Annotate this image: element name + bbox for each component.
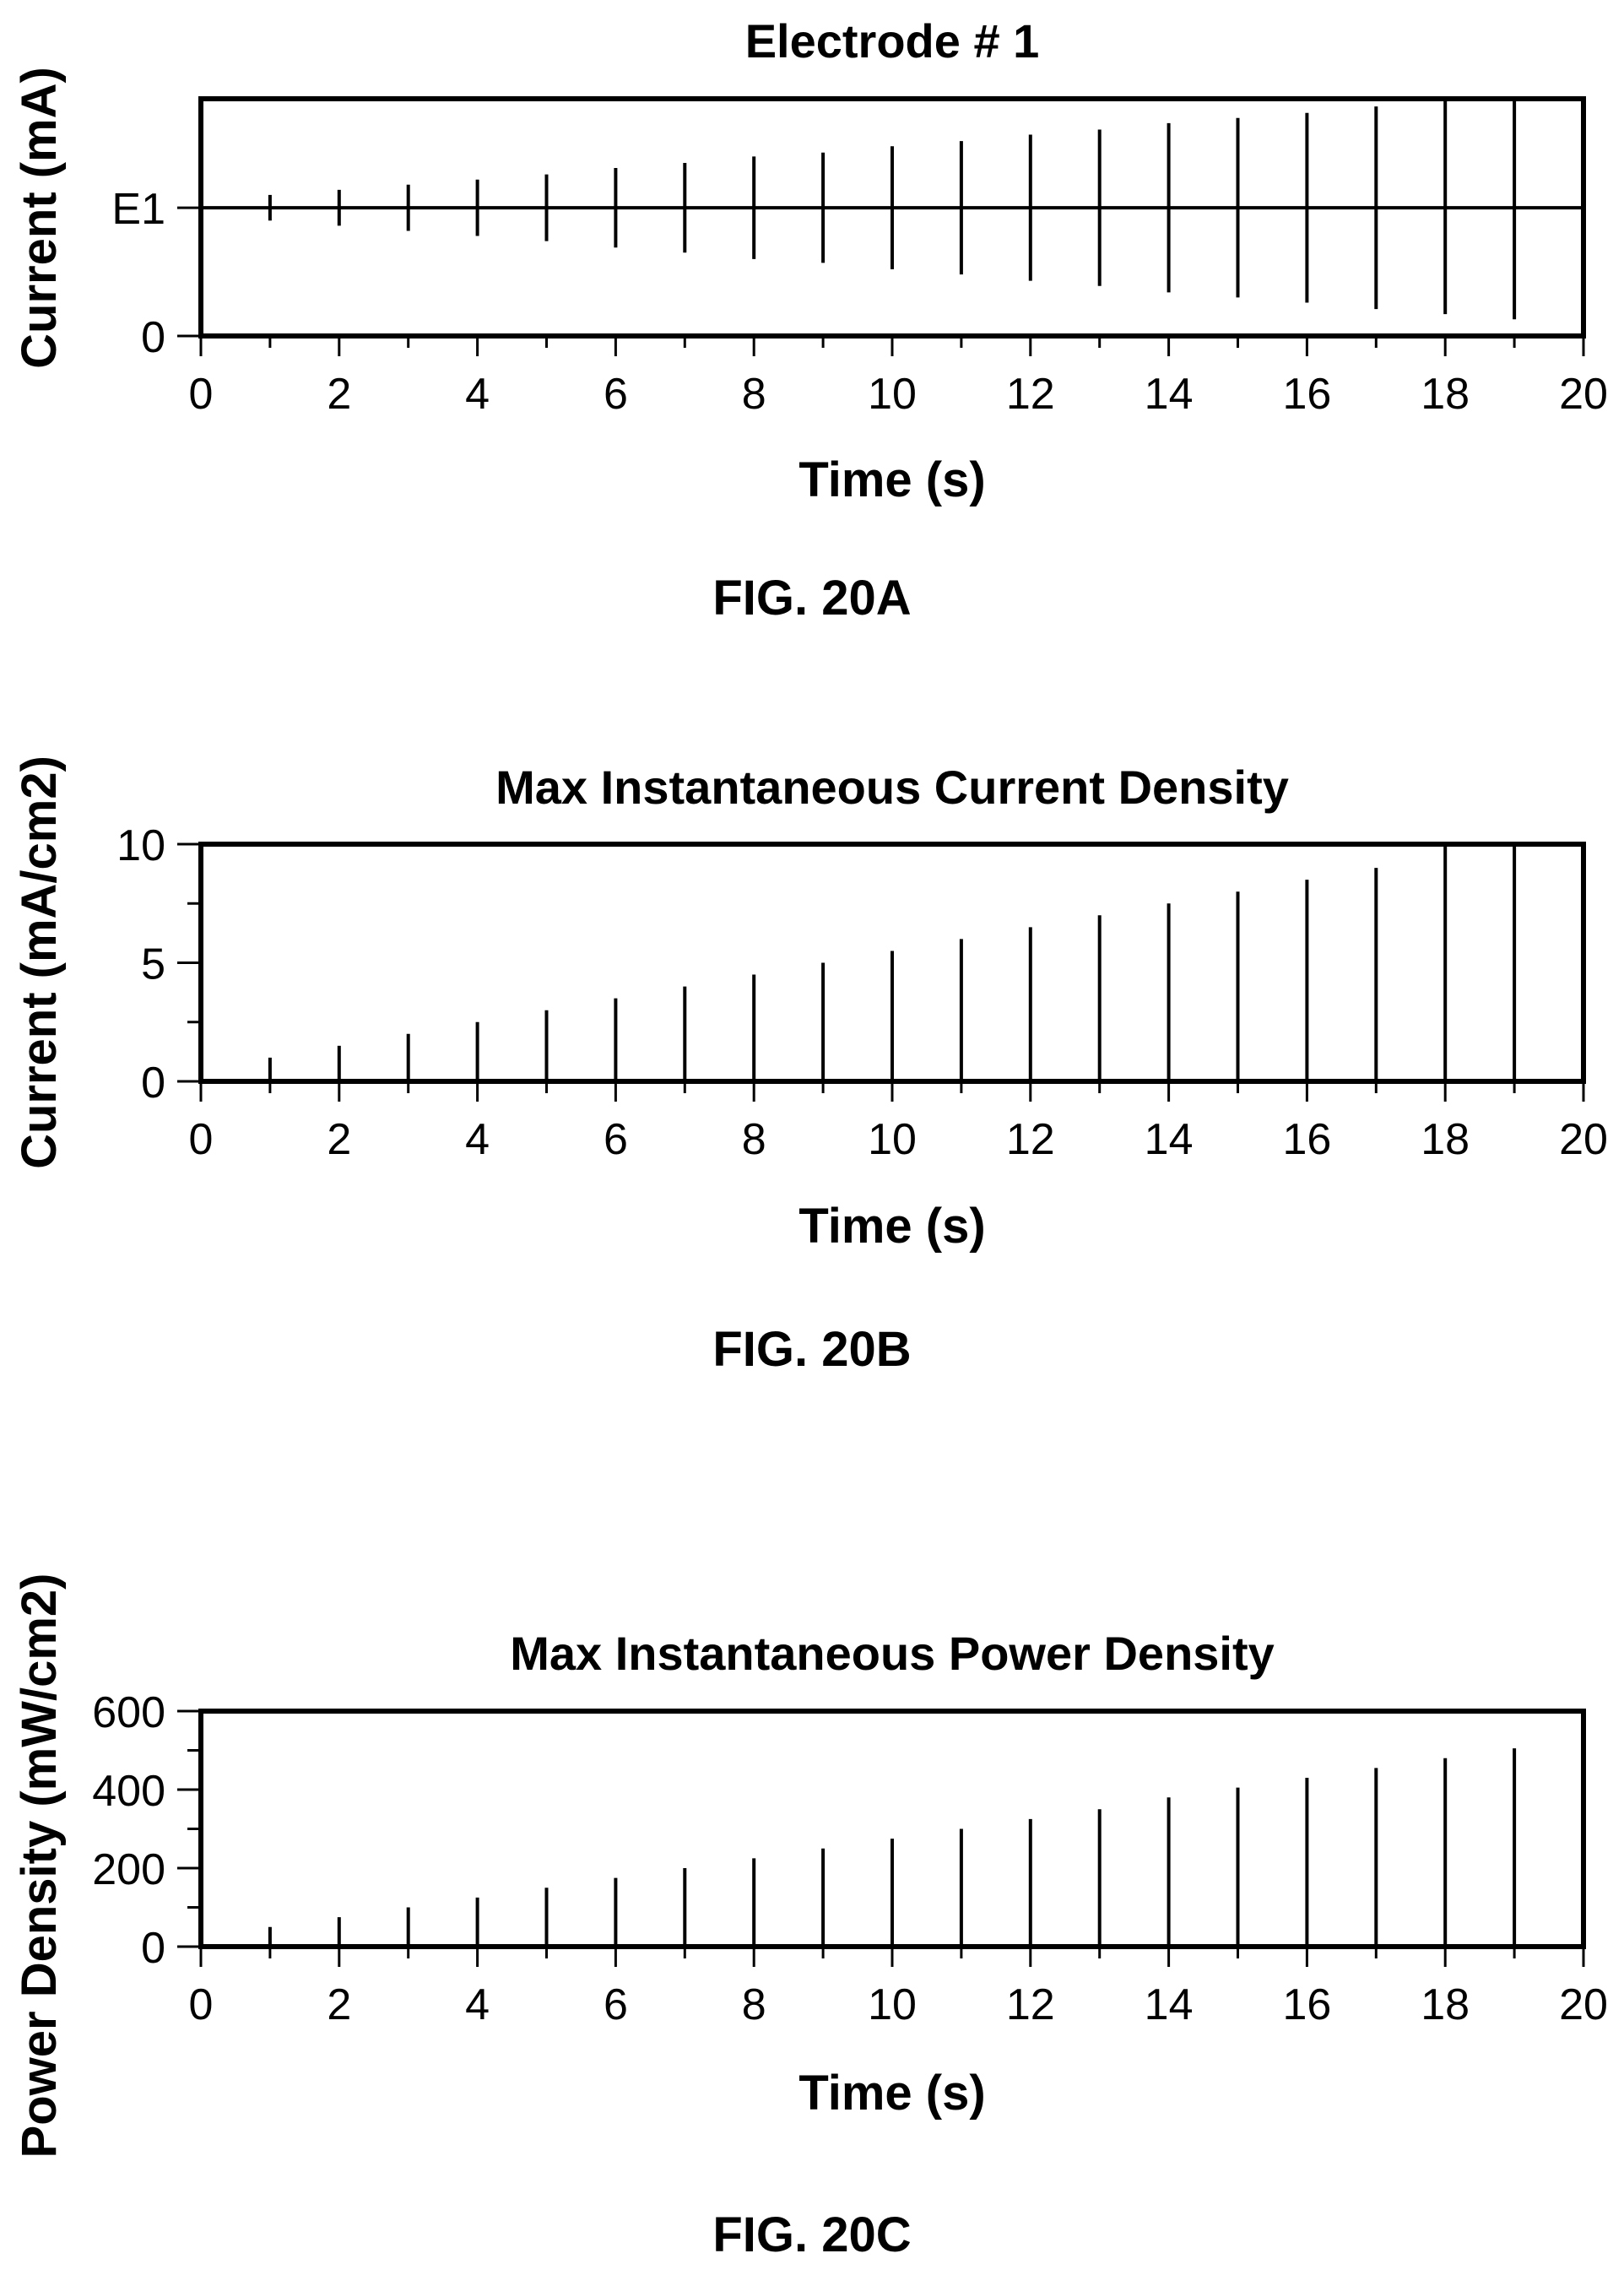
x-tick-label: 2	[327, 1980, 351, 2029]
figure-caption: FIG. 20A	[712, 571, 911, 626]
x-tick-label: 18	[1421, 370, 1470, 419]
chart-20b: Max Instantaneous Current Density 0 2 4 6 8 10…	[12, 756, 1608, 1377]
x-axis-label: Time (s)	[798, 452, 985, 507]
figure-caption: FIG. 20B	[712, 1322, 911, 1377]
y-tick-label: E1	[111, 185, 165, 234]
x-tick-label: 2	[327, 370, 351, 419]
x-tick-label: 18	[1421, 1980, 1470, 2029]
x-tick-label: 16	[1282, 370, 1331, 419]
y-tick-label: 0	[141, 1924, 165, 1973]
figure-caption: FIG. 20C	[712, 2207, 911, 2262]
x-tick-label: 8	[742, 1115, 766, 1164]
x-tick-label: 16	[1282, 1115, 1331, 1164]
x-tick-label: 10	[868, 1115, 917, 1164]
x-tick-label: 18	[1421, 1115, 1470, 1164]
chart-20c: Max Instantaneous Power Density 0 2 4 6 8 10 12…	[12, 1574, 1608, 2262]
x-axis-label: Time (s)	[798, 2066, 985, 2121]
y-tick-label: 600	[92, 1688, 165, 1737]
x-tick-label: 12	[1006, 370, 1055, 419]
x-axis-label: Time (s)	[798, 1199, 985, 1254]
chart-20a: Electrode # 1 0 2 4 6 8 10 12 14 16 18 20 0 E1 Time (s…	[12, 14, 1608, 626]
x-tick-label: 0	[189, 370, 214, 419]
x-tick-label: 20	[1559, 1115, 1608, 1164]
x-tick-label: 0	[189, 1980, 214, 2029]
x-tick-label: 14	[1145, 1115, 1194, 1164]
x-tick-label: 20	[1559, 1980, 1608, 2029]
x-tick-label: 6	[604, 1115, 628, 1164]
y-axis-label: Current (mA)	[12, 67, 67, 369]
y-tick-label: 10	[116, 821, 165, 870]
y-tick-label: 5	[141, 940, 165, 989]
x-tick-label: 8	[742, 1980, 766, 2029]
y-tick-label: 0	[141, 313, 165, 362]
x-tick-label: 14	[1145, 370, 1194, 419]
x-tick-label: 4	[465, 370, 490, 419]
x-tick-label: 10	[868, 1980, 917, 2029]
y-axis-label: Current (mA/cm2)	[12, 756, 67, 1169]
chart-title: Max Instantaneous Power Density	[510, 1627, 1275, 1680]
x-tick-label: 6	[604, 370, 628, 419]
x-tick-label: 10	[868, 370, 917, 419]
x-tick-label: 8	[742, 370, 766, 419]
y-axis-label: Power Density (mW/cm2)	[12, 1574, 67, 2159]
chart-title: Electrode # 1	[745, 14, 1040, 68]
x-tick-label: 0	[189, 1115, 214, 1164]
x-tick-label: 20	[1559, 370, 1608, 419]
x-tick-label: 2	[327, 1115, 351, 1164]
x-tick-label: 14	[1145, 1980, 1194, 2029]
x-tick-label: 16	[1282, 1980, 1331, 2029]
chart-title: Max Instantaneous Current Density	[495, 761, 1289, 814]
x-tick-label: 4	[465, 1980, 490, 2029]
x-tick-label: 6	[604, 1980, 628, 2029]
x-tick-label: 4	[465, 1115, 490, 1164]
y-tick-label: 0	[141, 1059, 165, 1108]
x-tick-label: 12	[1006, 1115, 1055, 1164]
y-tick-label: 400	[92, 1767, 165, 1816]
y-tick-label: 200	[92, 1845, 165, 1894]
x-tick-label: 12	[1006, 1980, 1055, 2029]
